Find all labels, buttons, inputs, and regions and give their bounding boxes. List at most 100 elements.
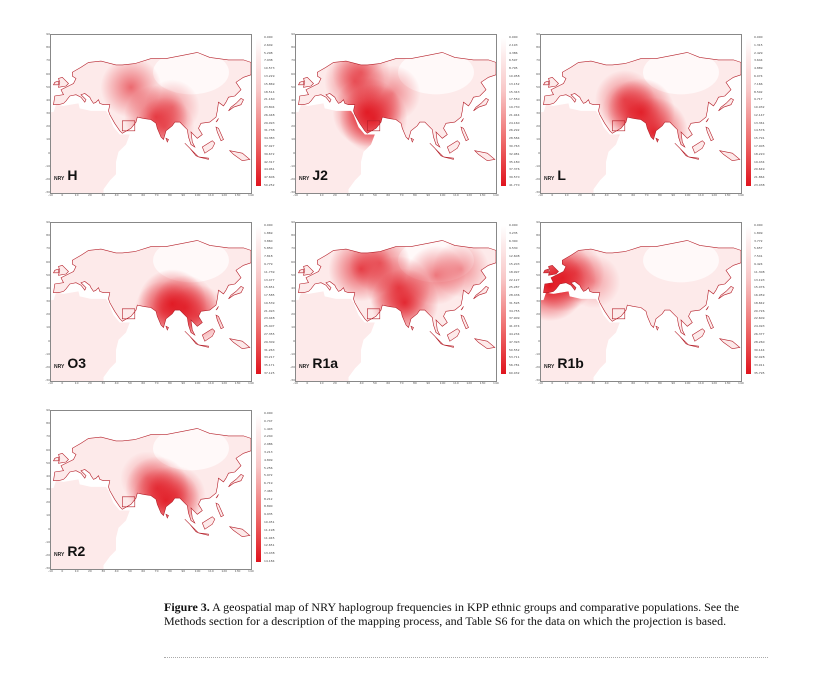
coastline — [655, 137, 659, 143]
heat-map — [50, 410, 252, 570]
color-scale-value: 31.738 — [264, 128, 275, 133]
coastline — [543, 268, 549, 274]
heat-map — [50, 34, 252, 194]
color-scale-value: 15.076 — [754, 285, 765, 290]
caption-text: A geospatial map of NRY haplogroup frequ… — [164, 600, 740, 628]
y-tick-label: -20 — [290, 176, 295, 181]
color-scale-value: 17.585 — [264, 293, 275, 298]
coastline — [473, 150, 496, 162]
coastline — [655, 325, 659, 331]
x-tick-label: 0 — [61, 569, 64, 573]
x-tick-label: 60 — [386, 193, 391, 197]
x-tick-label: 80 — [658, 193, 662, 197]
y-tick-label: -30 — [45, 378, 50, 382]
color-scale-value: 37.027 — [264, 144, 275, 149]
y-tick-label: 20 — [46, 312, 50, 317]
y-tick-label: -30 — [45, 190, 50, 194]
x-tick-label: 140 — [248, 569, 254, 573]
y-tick-label: 50 — [46, 272, 50, 277]
color-scale-value: 13.229 — [264, 73, 275, 78]
color-scale-value: 47.606 — [264, 175, 275, 180]
coastline — [543, 80, 549, 86]
y-tick-label: -20 — [535, 364, 540, 369]
x-tick-label: 120 — [221, 381, 228, 385]
y-tick-label: 50 — [291, 84, 295, 89]
x-tick-label: 100 — [684, 193, 691, 197]
x-tick-label: 70 — [154, 381, 159, 385]
y-tick-label: 0 — [285, 339, 295, 343]
y-tick-label: 70 — [291, 58, 295, 63]
color-scale-value: 18.997 — [509, 269, 520, 274]
y-tick-label: 0 — [530, 339, 540, 343]
y-tick-label: 0 — [285, 151, 295, 155]
coastline — [674, 330, 689, 346]
panel-label-prefix: NRY — [544, 176, 555, 182]
x-tick-label: 100 — [439, 193, 446, 197]
x-tick-label: 100 — [194, 193, 201, 197]
color-scale-value: 0.000 — [264, 35, 273, 39]
x-tick-label: 130 — [724, 381, 731, 385]
color-scale-value: 44.234 — [509, 332, 520, 337]
y-tick-label: -10 — [535, 163, 540, 168]
x-tick-label: -10 — [48, 381, 53, 385]
x-tick-label: 0 — [551, 193, 554, 197]
x-tick-label: 60 — [141, 569, 146, 573]
x-tick-label: 30 — [101, 193, 106, 197]
color-scale-value: 18.514 — [264, 89, 275, 94]
x-tick-label: 140 — [493, 381, 499, 385]
region-outline — [612, 308, 626, 320]
x-tick-label: 120 — [711, 381, 718, 385]
y-tick-label: 40 — [46, 97, 50, 102]
map-panel-h: 9080706050403020100-10-20-30-10010203040… — [40, 30, 275, 208]
coastline — [228, 526, 251, 538]
color-scale-value: 0.000 — [264, 223, 273, 227]
coastline — [460, 306, 464, 311]
x-tick-label: 90 — [426, 381, 431, 385]
x-tick-label: 60 — [386, 381, 391, 385]
x-tick-label: 80 — [168, 193, 172, 197]
coastline — [443, 344, 454, 348]
color-scale-value: 23.804 — [264, 105, 275, 110]
x-tick-label: 140 — [738, 381, 744, 385]
color-scale-value: 14.184 — [264, 559, 275, 563]
coastline — [691, 328, 706, 342]
coastline — [688, 156, 699, 160]
region-outline — [122, 308, 136, 320]
x-tick-label: 100 — [194, 569, 201, 573]
color-scale-value: 10.958 — [509, 73, 520, 78]
y-tick-label: -30 — [45, 566, 50, 570]
color-scale-value: 13.477 — [264, 277, 275, 282]
coastline — [184, 518, 199, 534]
x-tick-label: -10 — [293, 381, 298, 385]
color-scale-value: 4.386 — [509, 50, 518, 55]
region-outline — [122, 120, 136, 132]
color-scale-bar — [746, 38, 751, 186]
color-scale-value: 13.193 — [754, 277, 765, 282]
coastline — [165, 513, 169, 519]
x-tick-label: 140 — [248, 193, 254, 197]
y-tick-label: -30 — [535, 190, 540, 194]
color-scale-value: 0.000 — [754, 35, 763, 39]
frequency-hotspot — [349, 240, 411, 294]
x-tick-label: 120 — [466, 193, 473, 197]
y-tick-label: 30 — [291, 111, 295, 115]
color-scale-value: 11.308 — [754, 269, 765, 274]
coastline — [543, 52, 741, 148]
coastline — [201, 140, 216, 154]
color-scale-value: 31.263 — [264, 347, 275, 352]
y-tick-label: 70 — [46, 434, 50, 439]
y-tick-label: 80 — [536, 45, 540, 50]
x-tick-label: 20 — [88, 569, 92, 573]
y-tick-label: 60 — [46, 259, 50, 264]
coastline — [184, 330, 199, 346]
x-tick-label: 140 — [493, 193, 499, 197]
color-scale-ticks: 0.000 3.235 6.300 9.530 12.608 15.203 18.997 22… — [509, 224, 525, 376]
color-scale-value: 12.651 — [264, 543, 275, 548]
x-tick-label: 50 — [618, 381, 622, 385]
coastline — [165, 137, 169, 143]
y-tick-label: 10 — [46, 325, 50, 330]
x-tick-label: 30 — [346, 193, 351, 197]
y-tick-label: 0 — [40, 151, 50, 155]
color-scale-value: 23.038 — [754, 183, 765, 187]
coastline — [298, 268, 304, 274]
